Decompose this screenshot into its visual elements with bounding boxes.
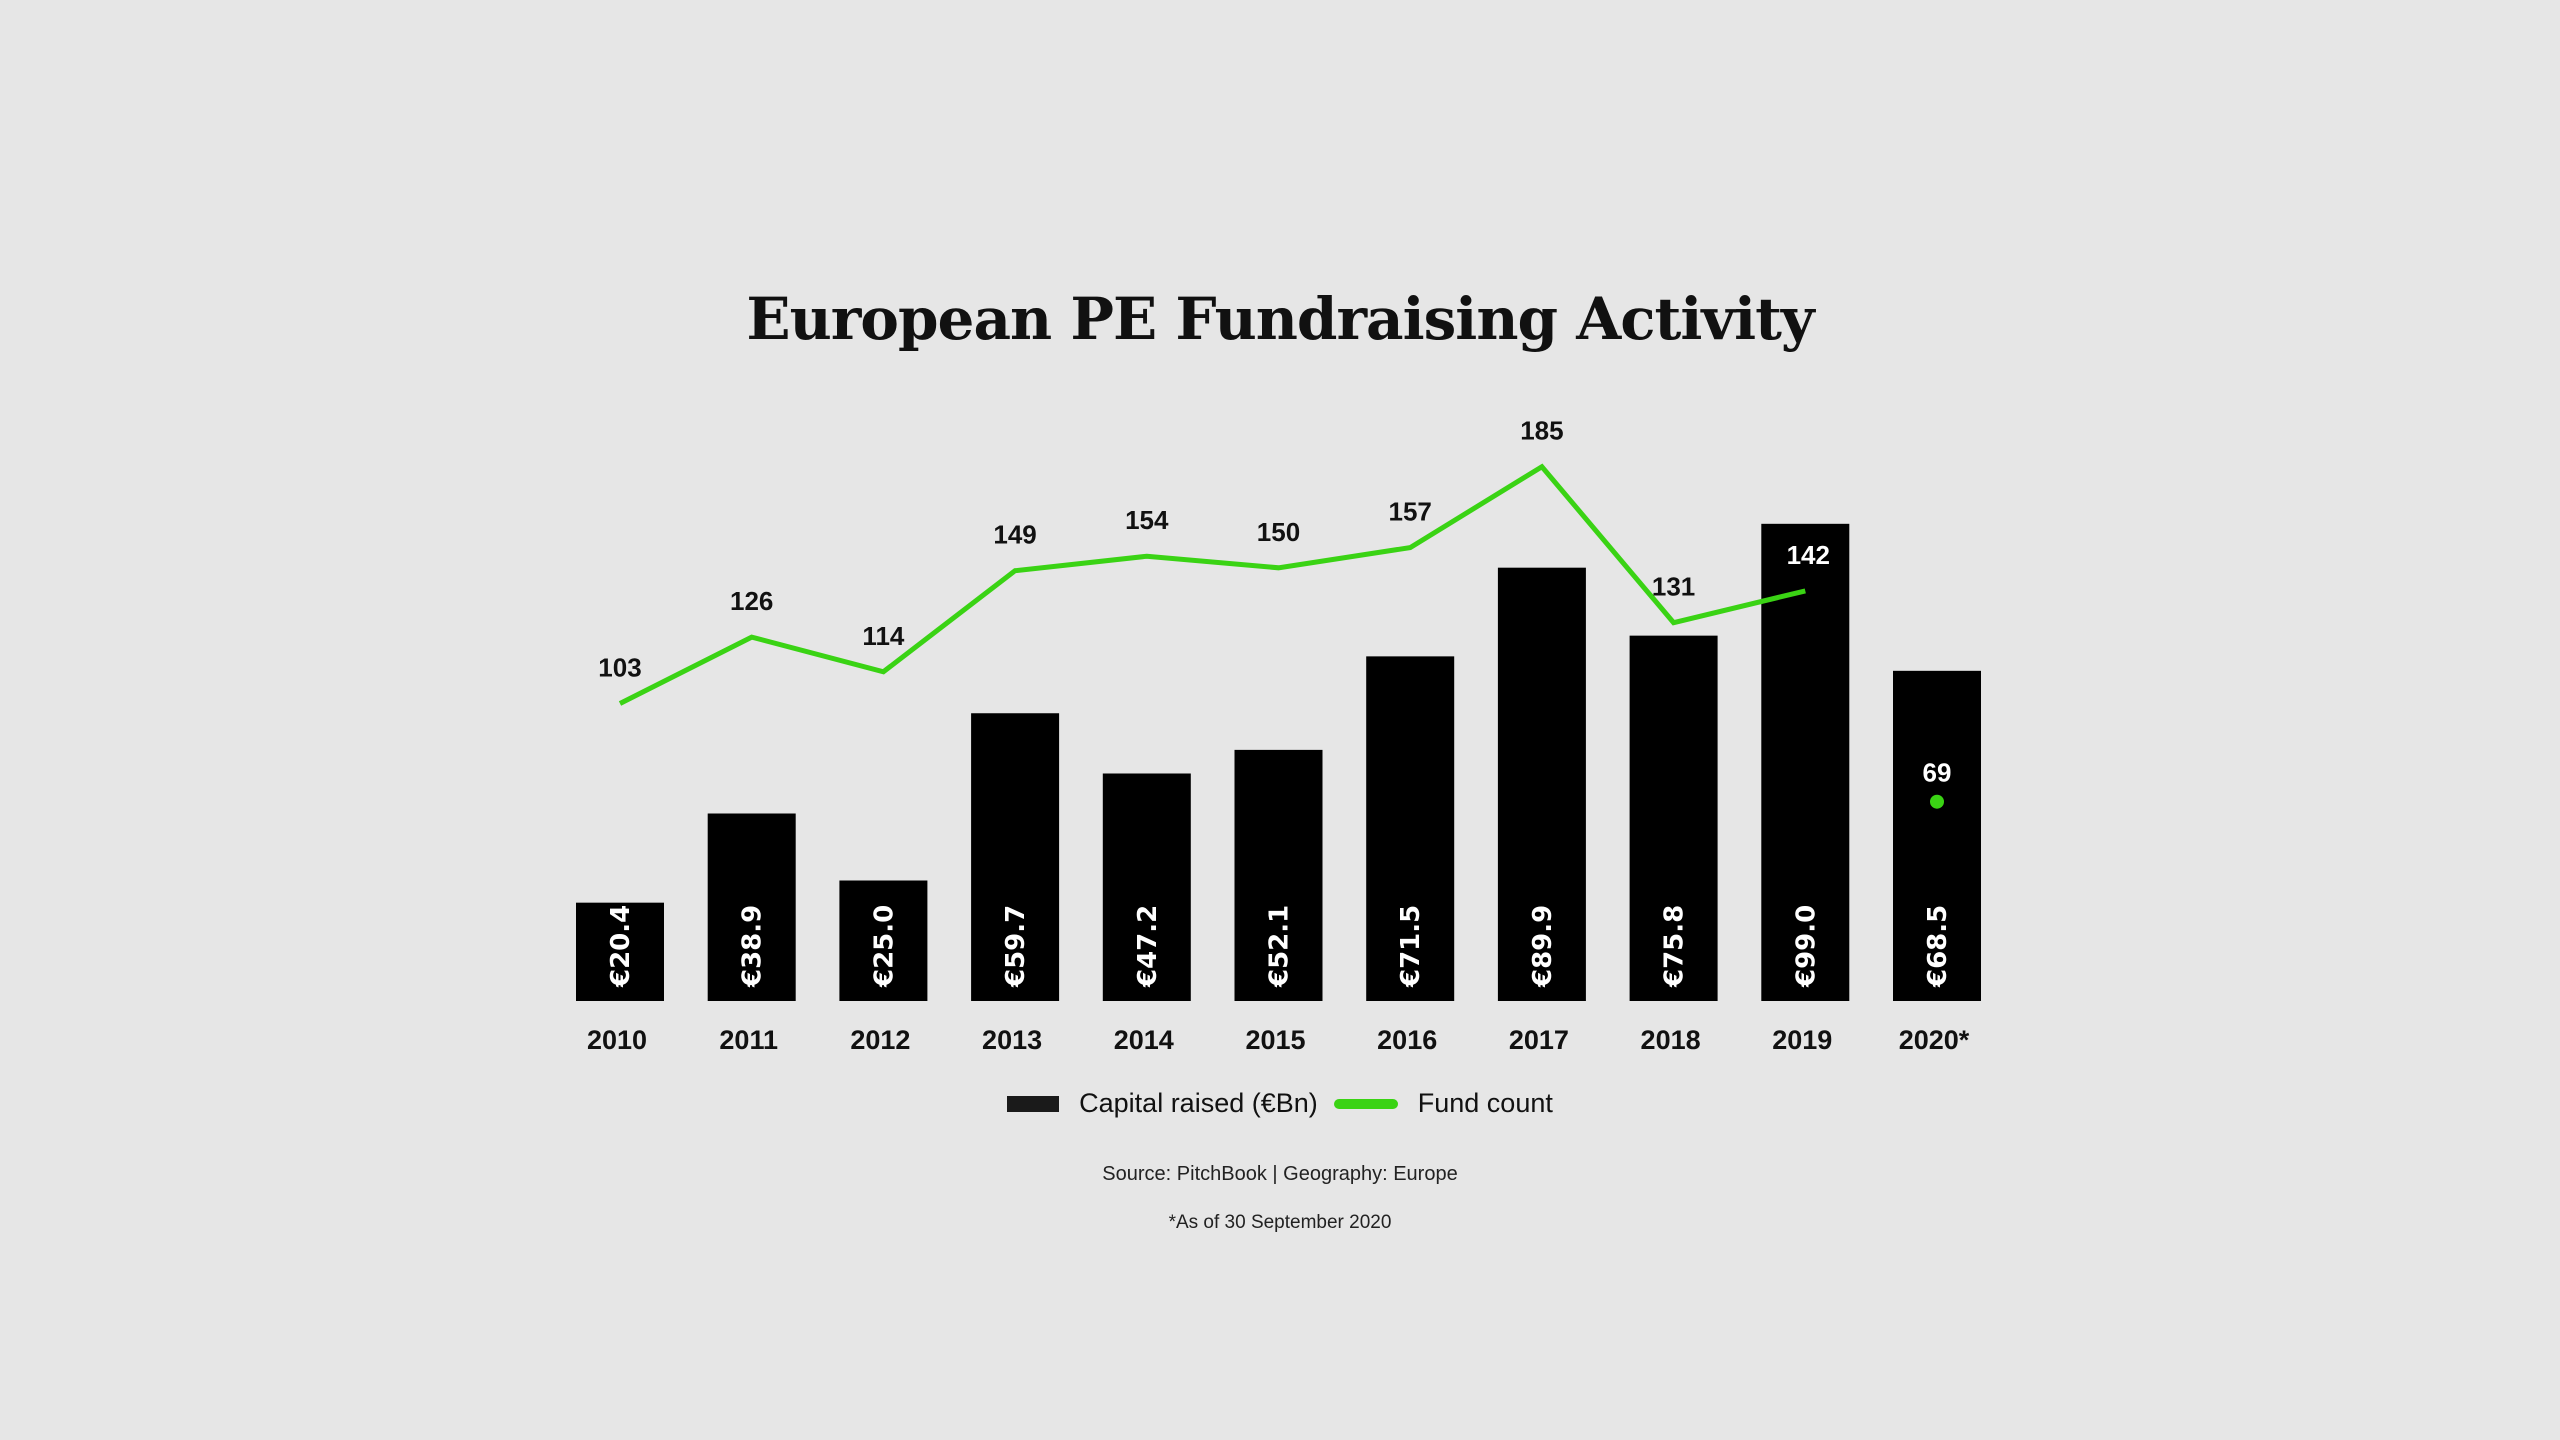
fund-count-label: 185	[1520, 416, 1563, 446]
bar-2010	[576, 902, 664, 1001]
bar-2012	[839, 880, 928, 1001]
bar-2020	[1893, 670, 1981, 1001]
bar-value-label: €20.4	[606, 905, 636, 988]
bar-value-label: €89.9	[1528, 905, 1558, 988]
fund-count-label: 131	[1652, 572, 1695, 602]
fund-count-point	[1930, 794, 1944, 809]
x-tick-label: 2018	[1641, 1025, 1701, 1055]
bar-value-label: €71.5	[1396, 905, 1426, 988]
legend: Capital raised (€Bn) Fund count	[0, 1088, 2560, 1119]
fund-count-label: 69	[1923, 758, 1952, 788]
legend-swatch-line	[1333, 1098, 1398, 1109]
x-tick-label: 2015	[1245, 1025, 1305, 1055]
fund-count-label: 154	[1125, 505, 1169, 535]
legend-label-fund-count: Fund count	[1417, 1088, 1553, 1118]
bar-2014	[1102, 773, 1191, 1001]
source-note: Source: PitchBook | Geography: Europe	[1102, 1163, 1458, 1185]
bar-value-label: €75.8	[1660, 905, 1690, 988]
bar-value-label: €52.1	[1265, 905, 1295, 988]
x-tick-label: 2012	[850, 1025, 910, 1055]
footnote: *As of 30 September 2020	[1168, 1212, 1392, 1233]
fund-count-label: 114	[862, 621, 904, 651]
fund-count-label: 142	[1787, 540, 1830, 570]
fund-count-label: 157	[1389, 497, 1432, 527]
bar-value-label: €47.2	[1133, 905, 1163, 988]
bar-value-label: €38.9	[738, 905, 768, 988]
fund-count-label: 149	[993, 520, 1036, 550]
x-tick-label: 2011	[719, 1025, 778, 1055]
x-tick-label: 2016	[1377, 1025, 1437, 1055]
legend-swatch-bar	[1007, 1095, 1060, 1112]
bar-2018	[1629, 635, 1718, 1001]
bar-value-label: €68.5	[1923, 905, 1953, 988]
x-tick-label: 2017	[1509, 1025, 1569, 1055]
bar-value-label: €59.7	[1001, 905, 1031, 988]
bar-2017	[1497, 567, 1586, 1001]
x-tick-label: 2014	[1114, 1025, 1174, 1055]
fund-count-label: 150	[1257, 517, 1300, 547]
bar-2016	[1366, 656, 1455, 1001]
bar-value-label: €99.0	[1791, 905, 1821, 988]
bar-2013	[971, 713, 1060, 1001]
x-tick-label: 2019	[1772, 1025, 1832, 1055]
fund-count-label: 126	[730, 586, 773, 616]
fund-count-line	[618, 463, 1806, 706]
fund-count-label: 103	[598, 653, 641, 683]
bar-2011	[707, 813, 796, 1001]
chart-title: European PE Fundraising Activity	[746, 285, 1814, 353]
x-tick-label: 2020*	[1899, 1025, 1970, 1055]
bar-2015	[1234, 749, 1323, 1001]
legend-label-capital: Capital raised (€Bn)	[1079, 1088, 1318, 1118]
bar-value-label: €25.0	[869, 905, 899, 988]
x-tick-label: 2010	[587, 1025, 647, 1055]
bar-2019	[1761, 523, 1850, 1001]
x-tick-label: 2013	[982, 1025, 1042, 1055]
